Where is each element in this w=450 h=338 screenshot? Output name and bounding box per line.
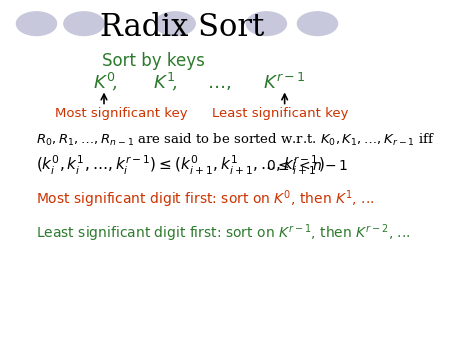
Text: Sort by keys: Sort by keys (102, 52, 205, 70)
Text: Most significant key: Most significant key (55, 107, 187, 120)
Text: $K^{r-1}$: $K^{r-1}$ (263, 73, 306, 93)
Text: ,: , (111, 74, 117, 92)
Text: Least significant key: Least significant key (212, 107, 348, 120)
Text: Least significant digit first: sort on $K^{r-1}$, then $K^{r-2}$, ...: Least significant digit first: sort on $… (36, 222, 411, 244)
Text: Radix Sort: Radix Sort (100, 11, 265, 43)
Ellipse shape (246, 12, 287, 35)
Text: ,: , (171, 74, 177, 92)
Text: $(k_i^0, k_i^1, \ldots, k_i^{r-1}) \leq (k_{i+1}^0, k_{i+1}^1, \ldots, k_{i+1}^{: $(k_i^0, k_i^1, \ldots, k_i^{r-1}) \leq … (36, 154, 325, 177)
Ellipse shape (64, 12, 104, 35)
Text: $K^0$: $K^0$ (93, 73, 115, 93)
Ellipse shape (297, 12, 338, 35)
Text: $0 \leq i < n-1$: $0 \leq i < n-1$ (266, 158, 349, 173)
Ellipse shape (155, 12, 195, 35)
Text: Most significant digit first: sort on $K^0$, then $K^1$, ...: Most significant digit first: sort on $K… (36, 189, 375, 210)
Text: $\ldots,$: $\ldots,$ (207, 74, 231, 92)
Text: $K^1$: $K^1$ (153, 73, 175, 93)
Text: $R_0, R_1, \ldots, R_{n-1}$ are said to be sorted w.r.t. $K_0, K_1, \ldots, K_{r: $R_0, R_1, \ldots, R_{n-1}$ are said to … (36, 132, 436, 148)
Ellipse shape (16, 12, 57, 35)
